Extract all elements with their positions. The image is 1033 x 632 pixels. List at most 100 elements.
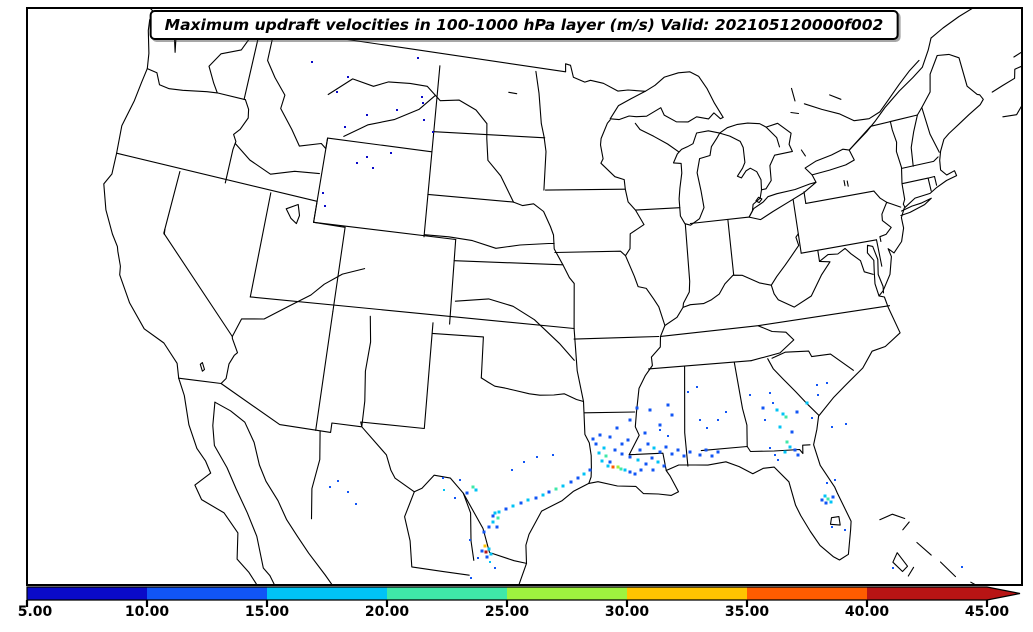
boundary-line: [846, 180, 849, 187]
updraft-cell: [322, 192, 324, 194]
updraft-cell: [534, 496, 538, 500]
updraft-cell: [834, 479, 836, 481]
updraft-cell: [523, 461, 525, 463]
updraft-cell: [650, 456, 654, 460]
updraft-cell: [639, 468, 643, 472]
updraft-cell: [347, 491, 349, 493]
boundary-line: [933, 175, 938, 186]
updraft-cell: [626, 438, 630, 442]
boundary-line: [313, 137, 329, 223]
updraft-cell: [826, 382, 828, 384]
colorbar-tick-label: 10.00: [124, 604, 170, 620]
boundary-line: [767, 358, 820, 416]
boundary-line: [886, 201, 902, 208]
boundary-line: [930, 9, 973, 39]
boundary-line: [790, 87, 796, 102]
updraft-cell: [790, 430, 794, 434]
boundary-line: [682, 223, 691, 308]
updraft-cell: [469, 539, 471, 541]
boundary-line: [634, 122, 680, 153]
updraft-cell: [788, 445, 792, 449]
updraft-cell: [658, 423, 662, 427]
updraft-cell: [717, 419, 719, 421]
boundary-line: [684, 366, 689, 467]
boundary-line: [103, 19, 180, 379]
updraft-cell: [329, 486, 331, 488]
updraft-cell: [761, 406, 765, 410]
updraft-cell: [682, 454, 686, 458]
updraft-cell: [667, 435, 669, 437]
colorbar-tick-label: 25.00: [484, 604, 530, 620]
updraft-cell: [591, 437, 595, 441]
updraft-cell: [628, 455, 632, 459]
updraft-cell: [477, 557, 479, 559]
updraft-cell: [491, 520, 495, 524]
updraft-cell: [491, 514, 495, 518]
colorbar-segment: [747, 587, 867, 600]
updraft-cell: [817, 394, 819, 396]
boundary-line: [916, 541, 932, 556]
colorbar-tick-label: 15.00: [244, 604, 290, 620]
updraft-cell: [670, 452, 674, 456]
updraft-cell: [608, 460, 612, 464]
updraft-cell: [356, 162, 358, 164]
boundary-line: [313, 221, 457, 241]
boundary-line: [818, 247, 874, 275]
updraft-cell: [344, 126, 346, 128]
boundary-line: [811, 174, 817, 183]
updraft-cell: [336, 91, 338, 93]
updraft-cell: [582, 472, 586, 476]
boundary-line: [609, 71, 724, 123]
updraft-cell: [606, 464, 610, 468]
boundary-line: [748, 181, 817, 221]
updraft-cell: [785, 440, 789, 444]
updraft-cell: [796, 453, 800, 457]
updraft-cell: [454, 497, 456, 499]
boundary-line: [892, 552, 909, 573]
boundary-line: [178, 377, 275, 584]
boundary-line: [672, 130, 763, 226]
updraft-cell: [366, 114, 368, 116]
boundary-line: [1013, 51, 1021, 58]
boundary-line: [750, 325, 795, 362]
boundary-line: [584, 411, 636, 414]
updraft-cell: [616, 465, 620, 469]
updraft-cell: [636, 458, 640, 462]
updraft-cell: [628, 470, 632, 474]
basemap-boundaries: [103, 9, 1021, 584]
boundary-line: [433, 131, 546, 139]
boundary-line: [360, 322, 434, 430]
boundary-line: [315, 310, 334, 431]
updraft-cell: [698, 453, 702, 457]
updraft-cell: [716, 450, 720, 454]
boundary-line: [175, 13, 646, 92]
boundary-line: [800, 149, 806, 157]
boundary-line: [243, 35, 260, 100]
colorbar-tick-label: 5.00: [17, 604, 53, 620]
colorbar: [25, 586, 1021, 607]
boundary-line: [727, 219, 735, 276]
boundary-line: [554, 250, 627, 257]
boundary-line: [310, 430, 321, 520]
updraft-cell: [829, 500, 833, 504]
updraft-cell: [628, 418, 632, 422]
updraft-cell: [423, 119, 425, 121]
updraft-cell: [487, 525, 491, 529]
boundary-line: [628, 452, 667, 471]
boundary-line: [535, 70, 547, 191]
updraft-cell: [602, 446, 606, 450]
updraft-cell: [485, 555, 489, 559]
updraft-cell: [844, 529, 846, 531]
updraft-cell: [594, 442, 598, 446]
updraft-cell: [541, 493, 545, 497]
boundary-line: [163, 170, 239, 385]
updraft-cell: [831, 495, 835, 499]
updraft-cell: [688, 450, 692, 454]
updraft-cell: [608, 435, 612, 439]
updraft-cell: [480, 549, 484, 553]
updraft-cell: [644, 462, 648, 466]
updraft-cell: [633, 472, 637, 476]
boundary-line: [771, 350, 854, 371]
updraft-cell: [666, 403, 670, 407]
